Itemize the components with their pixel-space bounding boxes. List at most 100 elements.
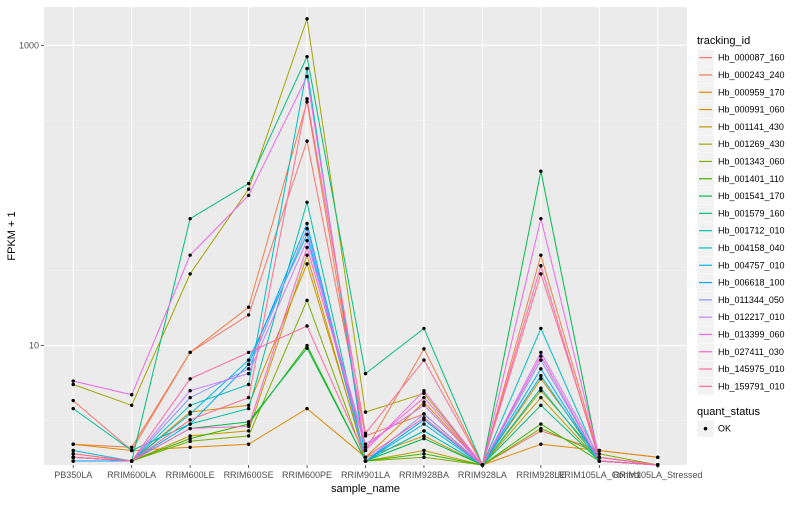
data-point	[422, 452, 426, 456]
data-point	[539, 429, 543, 433]
legend-label: Hb_000087_160	[718, 53, 785, 63]
data-point	[71, 382, 75, 387]
x-tick-label: RRIM600SE	[224, 470, 274, 480]
data-point	[305, 54, 309, 59]
legend-label: Hb_001141_430	[718, 122, 784, 132]
data-point	[656, 455, 660, 460]
y-axis: 10 1000	[19, 40, 44, 351]
data-point	[305, 139, 309, 143]
data-point	[305, 227, 309, 231]
legend-label: Hb_001343_060	[718, 156, 785, 166]
x-tick-label: RRIM928BA	[399, 470, 449, 480]
x-tick-label: RRIM105LA_Stressed	[613, 470, 703, 480]
data-point	[305, 232, 309, 237]
data-point	[363, 371, 368, 376]
data-point	[597, 459, 602, 463]
data-point	[422, 347, 426, 351]
data-point	[188, 216, 192, 221]
data-point	[422, 416, 426, 420]
x-tick-label: RRIM901LA	[341, 470, 390, 480]
legend-label: Hb_013399_060	[718, 329, 785, 339]
data-point	[188, 395, 192, 400]
data-point	[539, 169, 543, 173]
data-point	[246, 193, 251, 198]
data-point	[71, 448, 75, 453]
data-point	[246, 429, 251, 433]
legend-label: Hb_001541_170	[718, 191, 785, 201]
data-point	[422, 403, 426, 407]
data-point	[363, 455, 368, 460]
legend-label: Hb_001269_430	[718, 139, 785, 149]
data-point	[539, 377, 543, 381]
data-point	[363, 459, 368, 463]
data-point	[363, 448, 368, 453]
data-point	[305, 100, 309, 104]
data-point	[539, 373, 543, 378]
data-point	[539, 367, 543, 371]
data-point	[305, 343, 309, 348]
y-tick-label: 10	[29, 341, 39, 351]
data-point	[597, 448, 602, 453]
data-point	[539, 386, 543, 390]
data-point	[539, 264, 543, 268]
data-point	[539, 358, 543, 362]
data-point	[188, 377, 192, 381]
data-point	[305, 17, 309, 21]
data-point	[539, 216, 543, 221]
x-tick-label: RRIM600LE	[166, 470, 215, 480]
legend-label: Hb_006618_100	[718, 278, 785, 288]
data-point	[129, 445, 134, 449]
data-point	[71, 379, 75, 383]
data-point	[246, 367, 251, 371]
data-point	[305, 406, 309, 411]
data-point	[539, 426, 543, 431]
data-point	[129, 459, 134, 463]
data-point	[246, 305, 251, 309]
data-point	[539, 422, 543, 426]
x-tick-label: RRIM600LA	[107, 470, 156, 480]
data-point	[188, 418, 192, 422]
data-point	[422, 412, 426, 416]
data-point	[188, 436, 192, 441]
legend-label: Hb_001579_160	[718, 208, 785, 218]
x-axis-title: sample_name	[331, 483, 400, 495]
data-point	[246, 434, 251, 438]
legend-label: Hb_011344_050	[718, 295, 784, 305]
data-point	[422, 326, 426, 331]
data-point	[422, 448, 426, 453]
x-tick-label: PB350LA	[54, 470, 92, 480]
data-point	[539, 395, 543, 400]
x-tick-label: RRIM928LA	[458, 470, 507, 480]
data-point	[363, 442, 368, 446]
data-point	[129, 403, 134, 407]
data-point	[188, 403, 192, 407]
data-point	[188, 412, 192, 416]
data-point	[188, 350, 192, 355]
data-point	[129, 393, 134, 397]
data-point	[597, 455, 602, 460]
data-point	[188, 434, 192, 438]
data-point	[305, 238, 309, 243]
x-tick-label: RRIM105LA_Control	[558, 470, 641, 480]
data-point	[305, 298, 309, 303]
data-point	[71, 455, 75, 460]
data-point	[539, 326, 543, 331]
data-point	[305, 346, 309, 350]
data-point	[305, 324, 309, 328]
legend-title: tracking_id	[697, 35, 750, 47]
data-point	[422, 391, 426, 396]
shape-legend-title: quant_status	[697, 406, 760, 418]
data-point	[188, 389, 192, 393]
data-points	[71, 17, 660, 467]
legend-label: Hb_000991_060	[718, 105, 785, 115]
data-point	[305, 245, 309, 250]
data-point	[422, 395, 426, 400]
data-point	[71, 452, 75, 456]
data-point	[305, 221, 309, 226]
data-point	[422, 455, 426, 460]
data-point	[539, 253, 543, 257]
data-point	[188, 445, 192, 449]
data-point	[246, 403, 251, 407]
legend-label: Hb_004757_010	[718, 260, 785, 270]
